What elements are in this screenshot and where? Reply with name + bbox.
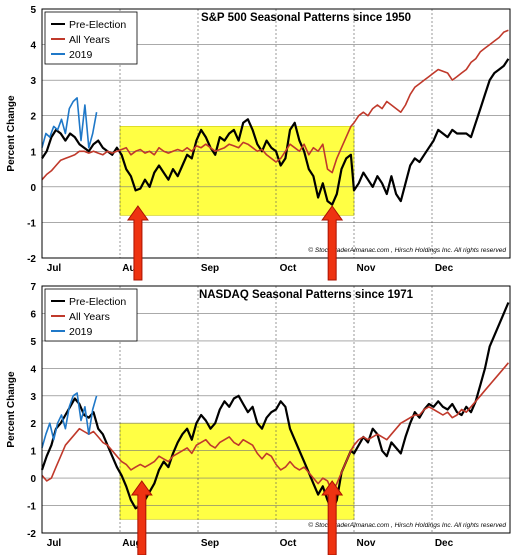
chart-2-month-label: Jul <box>47 538 62 549</box>
chart-2-month-label: Dec <box>435 538 454 549</box>
chart-2-series-pre-election <box>40 302 510 513</box>
chart-2-ylabel: Percent Change <box>6 371 17 448</box>
chart-2-ytick-label: 0 <box>30 474 36 485</box>
chart-1-legend-label: Pre-Election <box>69 19 126 31</box>
chart-1-month-label: Oct <box>280 263 297 274</box>
chart-1-month-label: Jul <box>47 263 62 274</box>
chart-2-ytick-label: 5 <box>30 337 36 348</box>
chart-2-ytick-label: 2 <box>30 419 36 430</box>
chart-2-ytick-label: -1 <box>27 502 36 513</box>
chart-1-series-2019 <box>41 97 98 149</box>
chart-2-ytick-label: -2 <box>27 529 36 540</box>
chart-2-ytick-label: 1 <box>30 447 36 458</box>
chart-1-legend-label: All Years <box>69 34 110 46</box>
chart-1-ytick-label: 1 <box>30 147 36 158</box>
chart-1-ytick-label: 4 <box>30 41 36 52</box>
chart-2-ytick-label: 7 <box>30 282 36 293</box>
chart-1-highlight-box <box>119 126 355 216</box>
chart-2-copyright: © StockTraderAlmanac.com , Hirsch Holdin… <box>308 521 506 529</box>
chart-2-month-label: Nov <box>357 538 376 549</box>
chart-1-series-all-years <box>41 29 509 181</box>
chart-1-ytick-label: -1 <box>27 218 36 229</box>
chart-1-month-label: Nov <box>357 263 376 274</box>
chart-2-month-label: Aug <box>122 538 141 549</box>
chart-2-highlight-box <box>119 422 355 520</box>
chart-1-frame <box>41 8 511 259</box>
chart-1-month-label: Dec <box>435 263 454 274</box>
chart-1-copyright: © StockTraderAlmanac.com , Hirsch Holdin… <box>308 246 506 254</box>
chart-1-ylabel: Percent Change <box>6 95 17 172</box>
chart-1-title: S&P 500 Seasonal Patterns since 1950 <box>201 12 411 24</box>
chart-1-up-arrow-icon <box>126 205 149 281</box>
chart-2-title: NASDAQ Seasonal Patterns since 1971 <box>199 289 414 301</box>
chart-2-series-2019 <box>41 392 98 449</box>
chart-1-legend-label: 2019 <box>69 49 93 61</box>
chart-2-legend-label: All Years <box>69 311 110 323</box>
chart-1-ytick-label: -2 <box>27 254 36 265</box>
chart-1-group: -2 -1 0 1 2 3 4 5 Jul Aug Sep Oct Nov Dec S&P 500 Seas… <box>6 5 511 281</box>
chart-1-ytick-label: 0 <box>30 183 36 194</box>
chart-2-group: -2 -1 0 1 2 3 4 5 6 7 Jul Aug Sep Oct Nov Dec NASDAQ Sea… <box>6 282 511 556</box>
chart-2-frame <box>41 285 511 534</box>
chart-2-legend: Pre-Election All Years 2019 <box>44 288 138 342</box>
chart-1-up-arrow-icon <box>321 205 344 281</box>
chart-2-series-all-years <box>41 362 510 493</box>
chart-2-legend-label: 2019 <box>69 326 93 338</box>
chart-2-ytick-label: 3 <box>30 392 36 403</box>
chart-2-ytick-label: 4 <box>30 364 36 375</box>
chart-2-month-label: Sep <box>201 538 219 549</box>
chart-1-month-label: Aug <box>122 263 141 274</box>
chart-1-legend: Pre-Election All Years 2019 <box>44 11 138 65</box>
chart-2-ytick-label: 6 <box>30 309 36 320</box>
chart-1-series-pre-election <box>41 58 510 206</box>
chart-2-month-label: Oct <box>280 538 297 549</box>
chart-1-ytick-label: 3 <box>30 76 36 87</box>
chart-1-ytick-label: 5 <box>30 5 36 16</box>
chart-2-legend-label: Pre-Election <box>69 296 126 308</box>
chart-1-month-label: Sep <box>201 263 219 274</box>
chart-1-ytick-label: 2 <box>30 112 36 123</box>
